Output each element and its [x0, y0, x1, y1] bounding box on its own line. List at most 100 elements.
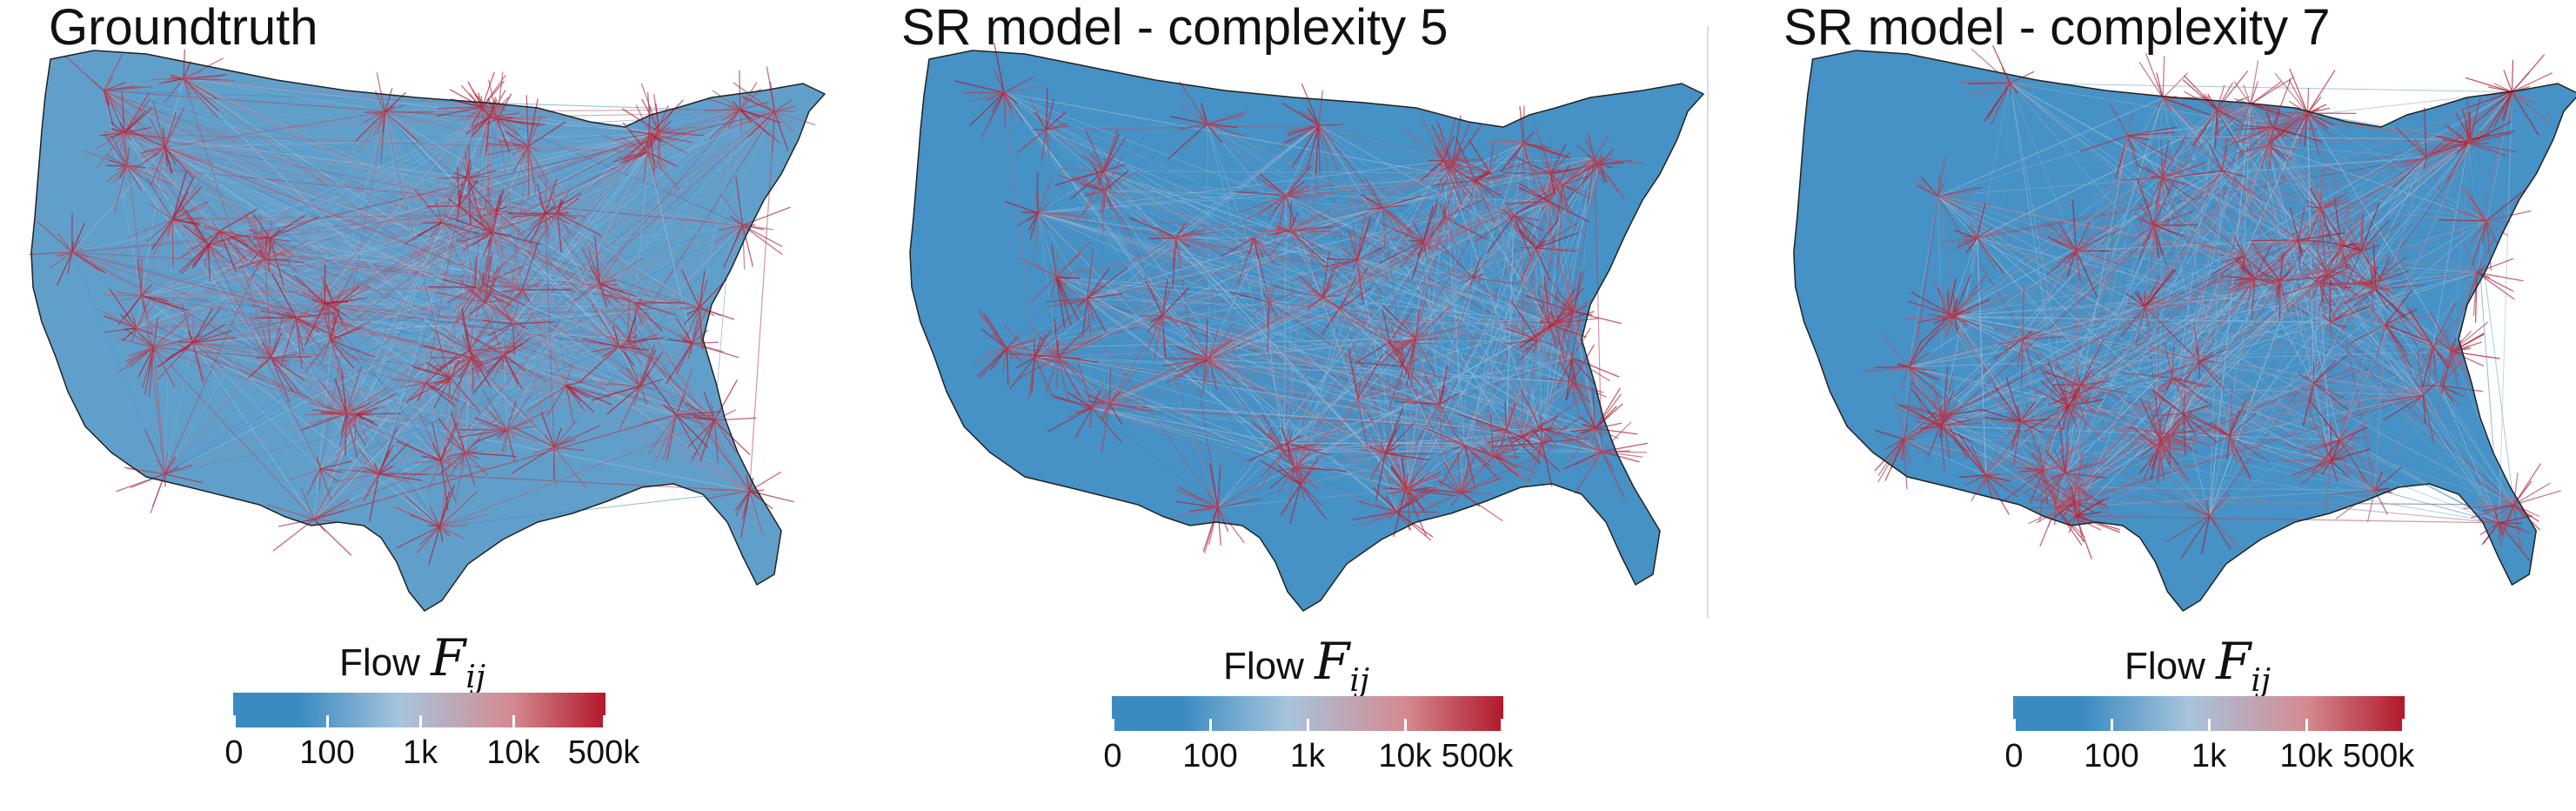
flow-edge	[2169, 280, 2281, 435]
flow-edge	[514, 289, 523, 302]
flow-edge	[1202, 359, 1207, 394]
flow-edge	[1289, 230, 1326, 264]
flow-edge	[1357, 384, 1402, 400]
flow-edge	[1382, 207, 1541, 429]
flow-edge	[626, 341, 642, 365]
flow-edge	[1036, 171, 1039, 213]
flow-edge	[1322, 296, 1366, 325]
flow-edge	[2169, 104, 2251, 435]
flow-edge	[2306, 70, 2336, 114]
flow-edge	[1217, 484, 1259, 508]
flow-edge	[1186, 335, 1210, 359]
flow-edge	[1443, 217, 1542, 444]
flow-edge	[2162, 104, 2251, 178]
flow-edge	[417, 222, 443, 237]
flow-edge	[1404, 129, 1444, 162]
flow-edge	[472, 102, 498, 120]
flow-edge	[2199, 361, 2221, 364]
flow-edge	[1415, 338, 1495, 456]
flow-edge	[153, 318, 158, 348]
flow-edge	[1132, 237, 1176, 263]
flow-edge	[308, 402, 357, 415]
flow-edge	[2451, 351, 2474, 388]
flow-edge	[183, 78, 191, 96]
flow-edge	[1396, 451, 1602, 513]
flow-edge	[739, 109, 742, 134]
flow-edge	[104, 90, 144, 112]
flow-edge	[749, 490, 773, 510]
flow-edge	[1351, 511, 1397, 521]
flow-edge	[641, 414, 677, 425]
flow-edge	[1940, 143, 2469, 426]
flow-edge	[485, 136, 529, 147]
flow-edge	[521, 109, 740, 291]
flow-edge	[1373, 486, 1397, 513]
flow-edge	[461, 334, 473, 359]
colorbar-ticks: 0 100 1k 10k 500k	[1103, 696, 1513, 783]
flow-edge	[471, 117, 490, 137]
flow-edge	[1382, 308, 1390, 343]
flow-edge	[2374, 466, 2402, 491]
flow-edge	[2165, 515, 2211, 543]
flow-edge	[451, 412, 466, 453]
flow-edge	[1109, 403, 1507, 431]
flow-edge	[1186, 493, 1219, 508]
flow-edge	[1295, 466, 1319, 491]
flow-edge	[2374, 487, 2390, 491]
flow-edge	[1908, 415, 1944, 439]
flow-edge	[986, 347, 1007, 354]
flow-edge	[141, 286, 476, 297]
flow-edge	[1006, 347, 1301, 486]
flow-edge	[2358, 472, 2376, 491]
flow-edge	[1416, 488, 1462, 493]
flow-edge	[164, 146, 636, 304]
flow-edge	[218, 208, 258, 232]
flow-edge	[124, 132, 648, 153]
flow-edge	[1434, 145, 1444, 162]
flow-edge	[440, 459, 489, 470]
flow-edge	[136, 299, 151, 329]
flow-edge	[1212, 507, 1219, 519]
flow-edge	[1288, 429, 1507, 445]
flow-edge	[2481, 517, 2499, 524]
flow-edge	[124, 91, 151, 134]
flow-edge	[2307, 112, 2335, 138]
flow-edge	[1287, 124, 1319, 131]
flow-edge	[164, 133, 651, 148]
flow-edge	[165, 77, 184, 84]
flow-edge	[1356, 252, 1372, 261]
flow-edge	[1549, 142, 1553, 174]
flow-edge	[600, 134, 648, 153]
flow-edge	[1208, 341, 1390, 359]
flow-edge	[1455, 137, 1476, 181]
flow-edge	[497, 118, 659, 133]
flow-edge	[1567, 300, 1575, 312]
flow-edge	[1318, 124, 1343, 126]
flow-edge	[293, 275, 325, 305]
flow-edge	[71, 251, 566, 386]
flow-edge	[2144, 306, 2386, 325]
flow-edge	[485, 117, 498, 120]
flow-edge	[369, 473, 380, 522]
flow-edge	[345, 413, 347, 456]
flow-edge	[699, 278, 708, 308]
flow-edge	[1054, 318, 1059, 358]
flow-edge	[1175, 231, 1222, 238]
flow-edge	[2318, 282, 2336, 287]
flow-edge	[421, 455, 441, 461]
flow-edge	[1548, 200, 1588, 237]
flow-edge	[2080, 385, 2340, 440]
flow-edge	[1565, 312, 1575, 359]
flow-edge	[1442, 160, 1462, 170]
flow-edge	[735, 176, 744, 226]
flow-edge	[557, 212, 570, 234]
flow-edge	[1460, 462, 1469, 493]
flow-edge	[1280, 484, 1301, 516]
flow-edge	[718, 225, 743, 231]
flow-edge	[2339, 439, 2514, 506]
flow-edge	[316, 457, 321, 470]
flow-edge	[1537, 339, 1556, 371]
flow-edge	[2144, 306, 2171, 333]
flow-edge	[1285, 195, 1542, 444]
flow-edge	[2439, 385, 2514, 506]
